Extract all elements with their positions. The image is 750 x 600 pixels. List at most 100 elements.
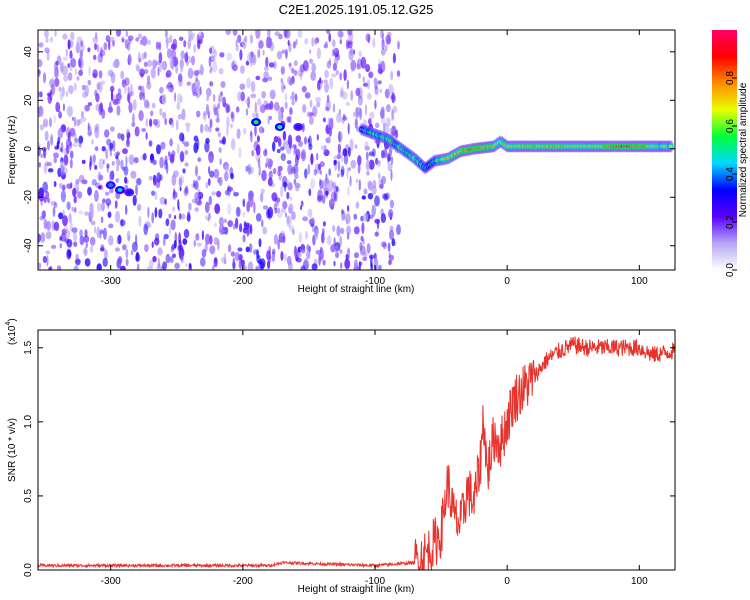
colorbar-tick-label: 0.0 xyxy=(725,263,736,277)
noise-speckle xyxy=(45,250,51,255)
noise-speckle xyxy=(165,218,170,227)
noise-speckle xyxy=(187,67,194,79)
noise-speckle xyxy=(110,126,115,132)
noise-speckle xyxy=(347,248,350,255)
noise-speckle xyxy=(290,166,296,175)
noise-speckle xyxy=(66,201,71,210)
noise-speckle xyxy=(295,182,298,187)
noise-speckle xyxy=(335,252,340,259)
noise-speckle xyxy=(280,66,285,75)
noise-speckle xyxy=(302,60,309,72)
noise-speckle xyxy=(272,248,276,255)
noise-speckle xyxy=(253,249,259,255)
noise-speckle xyxy=(93,154,96,163)
noise-speckle xyxy=(168,151,171,161)
noise-speckle xyxy=(285,48,288,59)
noise-speckle xyxy=(245,98,249,105)
noise-speckle xyxy=(294,93,298,102)
noise-speckle xyxy=(179,186,182,192)
noise-speckle xyxy=(239,83,246,90)
noise-speckle xyxy=(46,140,51,151)
noise-speckle xyxy=(211,191,217,196)
noise-speckle xyxy=(181,108,186,121)
noise-speckle xyxy=(363,188,368,195)
noise-speckle xyxy=(284,212,288,218)
noise-speckle xyxy=(127,35,134,41)
noise-speckle xyxy=(48,266,52,270)
noise-speckle xyxy=(249,34,253,44)
noise-speckle xyxy=(168,225,172,236)
noise-speckle xyxy=(63,226,69,232)
noise-speckle xyxy=(347,30,353,36)
noise-speckle xyxy=(124,184,129,190)
noise-speckle xyxy=(245,246,250,253)
noise-speckle xyxy=(54,202,58,208)
noise-speckle xyxy=(136,203,142,212)
noise-speckle xyxy=(194,192,200,201)
noise-speckle xyxy=(182,168,186,174)
noise-speckle xyxy=(258,39,264,49)
noise-speckle xyxy=(234,251,240,262)
noise-speckle xyxy=(134,126,140,137)
noise-speckle xyxy=(326,94,330,104)
noise-speckle xyxy=(172,194,176,201)
noise-speckle xyxy=(144,244,149,253)
noise-speckle xyxy=(306,244,310,251)
noise-speckle xyxy=(132,99,137,111)
noise-speckle xyxy=(98,185,102,190)
noise-speckle xyxy=(79,235,85,246)
noise-speckle xyxy=(115,165,120,172)
noise-speckle xyxy=(97,202,102,212)
noise-speckle xyxy=(254,124,257,137)
noise-speckle xyxy=(291,100,295,106)
noise-speckle xyxy=(372,179,377,189)
noise-speckle xyxy=(353,226,360,235)
noise-speckle xyxy=(362,76,365,83)
noise-speckle xyxy=(380,106,385,115)
noise-speckle xyxy=(51,83,56,95)
noise-speckle xyxy=(182,238,188,246)
noise-speckle xyxy=(208,56,212,68)
noise-speckle xyxy=(319,179,324,190)
noise-speckle xyxy=(339,35,342,44)
noise-speckle xyxy=(359,241,363,251)
noise-speckle xyxy=(333,260,336,267)
noise-speckle xyxy=(94,189,99,202)
noise-speckle xyxy=(40,198,43,207)
noise-speckle xyxy=(323,144,327,153)
noise-speckle xyxy=(374,122,380,128)
noise-speckle xyxy=(381,48,386,56)
noise-speckle xyxy=(291,67,295,74)
noise-speckle xyxy=(389,229,394,240)
noise-speckle xyxy=(177,199,180,210)
noise-speckle xyxy=(112,147,116,152)
noise-speckle xyxy=(250,51,254,58)
noise-speckle xyxy=(328,127,332,137)
noise-speckle xyxy=(62,56,68,61)
noise-speckle xyxy=(354,118,358,129)
noise-speckle xyxy=(178,175,185,185)
noise-speckle xyxy=(219,158,222,166)
noise-speckle xyxy=(218,95,221,107)
noise-speckle xyxy=(75,258,81,266)
noise-speckle xyxy=(85,242,88,248)
noise-speckle xyxy=(169,138,173,147)
noise-speckle xyxy=(71,206,74,212)
noise-speckle xyxy=(49,117,52,128)
noise-speckle xyxy=(337,160,341,172)
noise-speckle xyxy=(263,71,270,80)
noise-speckle xyxy=(105,198,112,206)
noise-speckle xyxy=(276,50,283,60)
noise-speckle xyxy=(95,31,98,39)
noise-speckle xyxy=(39,124,45,131)
noise-speckle xyxy=(156,172,161,183)
noise-speckle xyxy=(293,60,298,67)
noise-speckle xyxy=(104,129,110,138)
noise-speckle xyxy=(282,181,288,188)
noise-speckle xyxy=(332,49,335,57)
noise-speckle xyxy=(73,241,78,247)
noise-speckle xyxy=(142,92,145,101)
noise-speckle xyxy=(95,182,101,189)
noise-speckle xyxy=(54,77,60,87)
noise-speckle xyxy=(365,151,369,161)
